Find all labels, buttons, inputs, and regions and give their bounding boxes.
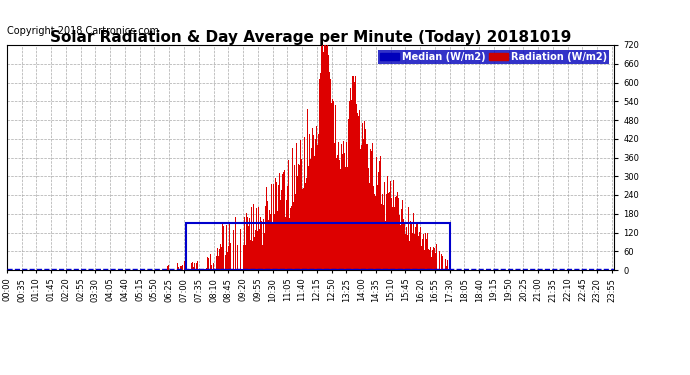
Bar [186, 223, 450, 270]
Legend: Median (W/m2), Radiation (W/m2): Median (W/m2), Radiation (W/m2) [378, 50, 609, 64]
Text: Copyright 2018 Cartronics.com: Copyright 2018 Cartronics.com [7, 26, 159, 36]
Title: Solar Radiation & Day Average per Minute (Today) 20181019: Solar Radiation & Day Average per Minute… [50, 30, 571, 45]
